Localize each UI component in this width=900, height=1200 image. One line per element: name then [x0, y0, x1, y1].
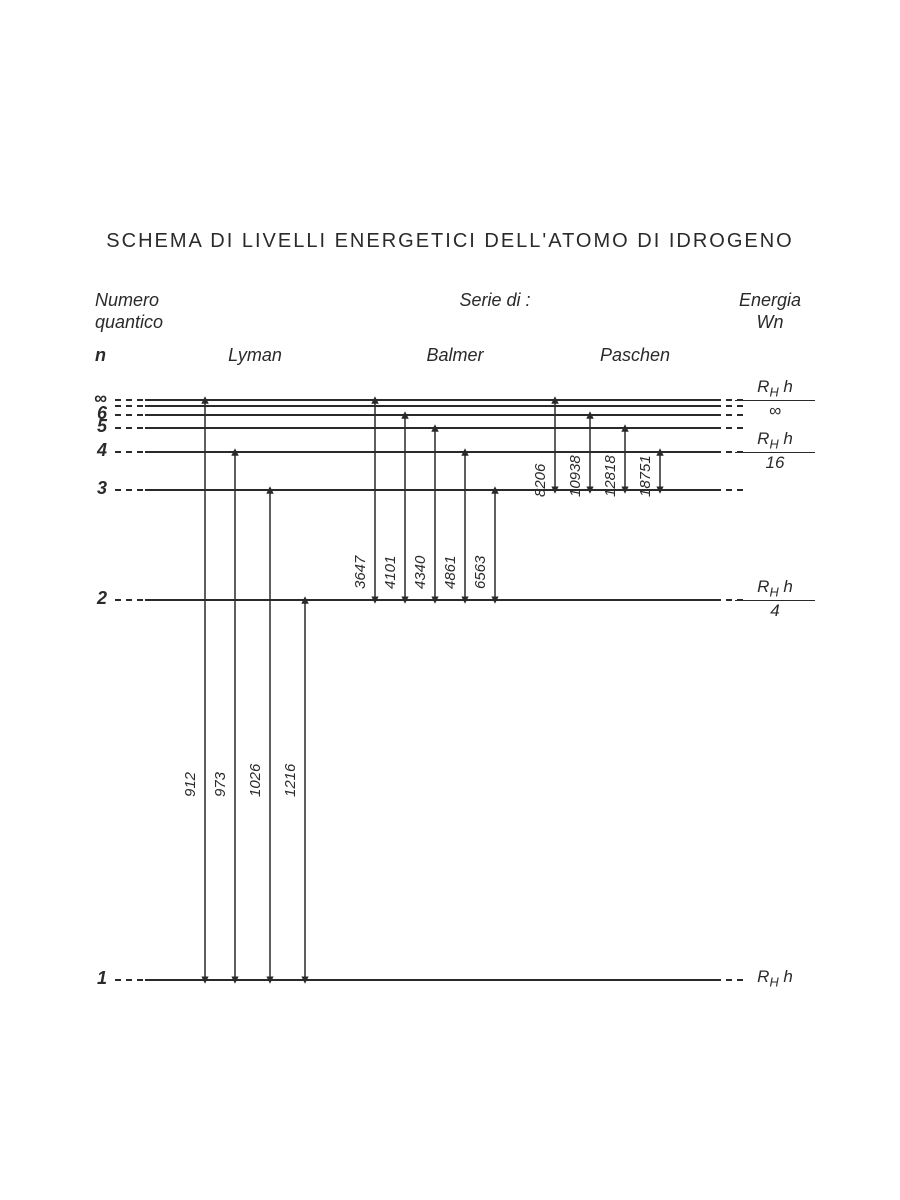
energy-label: RH h4	[735, 578, 815, 619]
energy-label: RH h16	[735, 430, 815, 471]
wavelength-label: 1026	[247, 764, 264, 797]
wavelength-label: 912	[182, 772, 199, 797]
wavelength-label: 4861	[442, 556, 459, 589]
wavelength-label: 3647	[352, 556, 369, 589]
wavelength-label: 8206	[532, 464, 549, 497]
diagram-svg	[95, 300, 815, 1020]
energy-label: RH h	[735, 968, 815, 989]
wavelength-label: 1216	[282, 764, 299, 797]
wavelength-label: 973	[212, 772, 229, 797]
n-label-3: 3	[77, 478, 107, 499]
wavelength-label: 12818	[602, 455, 619, 497]
wavelength-label: 10938	[567, 455, 584, 497]
page: SCHEMA DI LIVELLI ENERGETICI DELL'ATOMO …	[0, 0, 900, 1200]
n-label-1: 1	[77, 968, 107, 989]
energy-level-diagram: Numero quantico n Serie di : Lyman Balme…	[95, 300, 815, 1020]
n-label-5: 5	[77, 416, 107, 437]
wavelength-label: 4340	[412, 556, 429, 589]
wavelength-label: 4101	[382, 556, 399, 589]
n-label-4: 4	[77, 440, 107, 461]
n-label-2: 2	[77, 588, 107, 609]
wavelength-label: 18751	[637, 455, 654, 497]
wavelength-label: 6563	[472, 556, 489, 589]
diagram-title: SCHEMA DI LIVELLI ENERGETICI DELL'ATOMO …	[0, 230, 900, 253]
energy-label: RH h∞	[735, 378, 815, 419]
